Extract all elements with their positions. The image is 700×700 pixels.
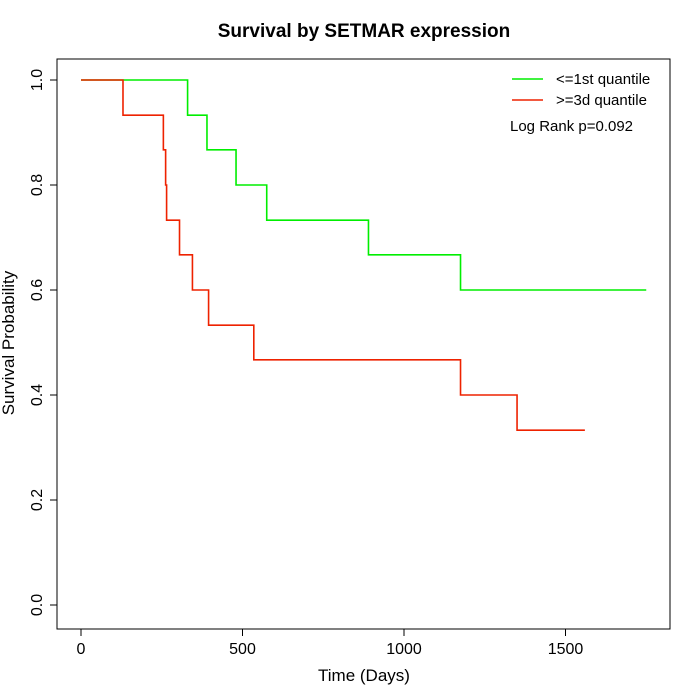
y-axis-label: Survival Probability	[0, 270, 18, 415]
y-tick-label: 0.2	[29, 489, 46, 511]
y-tick-label: 0.0	[29, 594, 46, 616]
plot-frame	[56, 58, 671, 630]
series-layer	[81, 79, 647, 431]
log-rank-annotation: Log Rank p=0.092	[510, 118, 633, 135]
y-tick-label: 0.8	[29, 174, 46, 196]
x-tick-label: 1500	[548, 641, 584, 658]
y-tick-label: 1.0	[29, 69, 46, 91]
legend-label: <=1st quantile	[556, 71, 650, 88]
legend: <=1st quantile >=3d quantile	[512, 71, 650, 109]
km-curve-series-1	[81, 79, 647, 291]
legend-label: >=3d quantile	[556, 92, 647, 109]
chart-title: Survival by SETMAR expression	[218, 21, 511, 42]
x-tick-label: 0	[77, 641, 86, 658]
x-axis-label: Time (Days)	[318, 666, 410, 685]
y-tick-label: 0.6	[29, 279, 46, 301]
x-tick-label: 500	[229, 641, 256, 658]
x-axis: 0 500 1000 1500	[77, 628, 584, 658]
x-tick-label: 1000	[386, 641, 422, 658]
km-curve-series-2	[81, 79, 585, 431]
y-axis: 0.0 0.2 0.4 0.6 0.8 1.0	[29, 69, 58, 616]
y-tick-label: 0.4	[29, 384, 46, 406]
